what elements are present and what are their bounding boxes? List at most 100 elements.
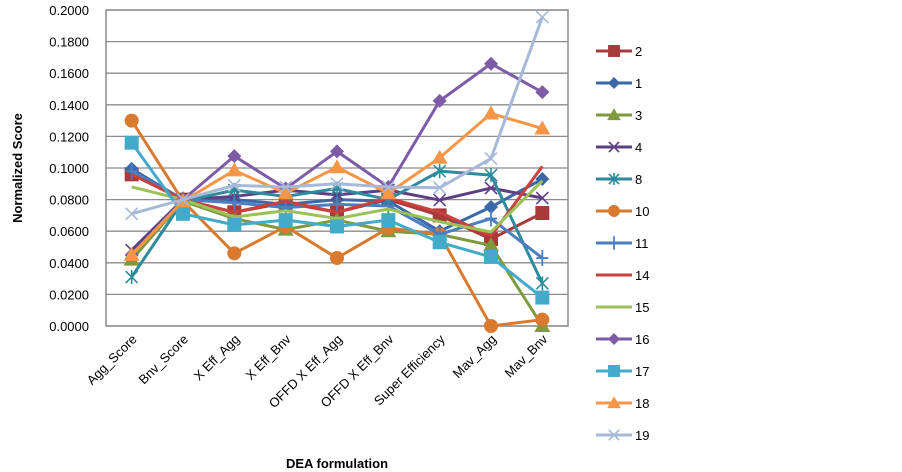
diamond-marker [608,333,620,345]
data-point [124,135,139,150]
legend-label: 4 [635,140,642,155]
data-point [535,290,550,305]
legend-label: 16 [635,332,649,347]
legend-label: 14 [635,268,649,283]
data-point [125,207,139,221]
legend-label: 15 [635,300,649,315]
square-marker [608,365,620,377]
data-point [381,180,395,194]
y-axis-title: Normalized Score [10,113,25,223]
data-point [226,162,243,177]
data-point [227,149,242,164]
data-point [534,120,551,135]
legend-item: 4 [596,140,642,155]
data-point [329,159,345,174]
series-11 [125,163,549,267]
data-point [123,246,140,261]
data-point [431,149,448,164]
y-tick-label: 0.0000 [49,319,89,334]
legend-item: 3 [596,108,642,123]
square-marker [608,45,620,57]
y-tick-label: 0.0200 [49,287,89,302]
plot-area-border [105,9,569,327]
series-17 [124,135,550,305]
data-point [535,276,549,291]
legend-label: 8 [635,172,642,187]
data-point [483,105,499,120]
x-tick-label: X Eff_Bnv [242,331,294,383]
y-tick-label: 0.0400 [49,256,89,271]
data-point [535,85,550,100]
data-point [331,196,343,213]
data-point [433,181,447,195]
series-19 [125,10,549,221]
legend-item: 10 [596,204,649,219]
data-point [484,249,498,264]
x-tick-label: Mav_Agg [450,332,499,381]
legend-item: 17 [596,364,649,379]
x-tick-label: X Eff_Agg [191,332,243,384]
x-tick-label: Mav_Bnv [502,331,551,380]
y-tick-label: 0.0600 [49,224,89,239]
y-tick-label: 0.1400 [49,98,89,113]
y-tick-label: 0.2000 [49,3,89,18]
legend-label: 10 [635,204,649,219]
data-point [176,206,190,221]
legend-item: 8 [596,172,642,187]
data-point [330,251,344,266]
x-axis-title: DEA formulation [286,456,388,471]
data-point [382,197,395,214]
data-point [279,180,293,194]
plus-marker [608,236,620,250]
legend-label: 2 [635,44,642,59]
data-point [124,113,139,128]
data-point [483,237,499,252]
data-point [433,193,447,207]
x-marker [608,141,620,153]
series-line [131,179,544,234]
data-point [485,210,497,227]
y-tick-label: 0.1200 [49,129,89,144]
legend: 2 1 3 4 8 10 11 14 15 16 17 18 19 [596,44,649,443]
data-point [227,246,242,261]
data-point [330,219,344,234]
data-point [536,250,549,267]
data-point [535,206,550,221]
data-point [484,319,498,333]
triangle-marker [607,108,621,121]
legend-item: 1 [596,76,642,91]
data-point [227,178,241,192]
legend-label: 11 [635,236,649,251]
legend-label: 1 [635,76,642,91]
legend-label: 18 [635,396,649,411]
y-tick-label: 0.1000 [49,161,89,176]
data-point [176,193,190,207]
data-point [535,191,549,205]
legend-item: 2 [596,44,642,59]
circle-marker [608,205,620,217]
data-point [125,163,138,180]
data-point [484,56,498,71]
data-point [330,144,344,159]
x-marker [608,429,620,441]
legend-item: 15 [596,300,649,315]
y-tick-label: 0.0800 [49,193,89,208]
data-point [535,312,550,327]
data-point [380,185,397,200]
y-tick-label: 0.1600 [49,66,89,81]
data-point [278,213,293,228]
data-point [484,151,498,166]
x-tick-label: Agg_Score [84,332,140,388]
legend-item: 19 [596,428,649,443]
data-point [125,270,139,285]
y-axis-ticks: 0.0000 0.0200 0.0400 0.0600 0.0800 0.1000 0.12… [49,3,89,334]
x-tick-label: Bnv_Score [136,332,192,388]
diamond-marker [608,77,620,89]
data-point [432,235,447,250]
legend-item: 14 [596,268,649,283]
data-point [277,185,294,200]
legend-label: 17 [635,364,649,379]
data-point [432,93,447,108]
